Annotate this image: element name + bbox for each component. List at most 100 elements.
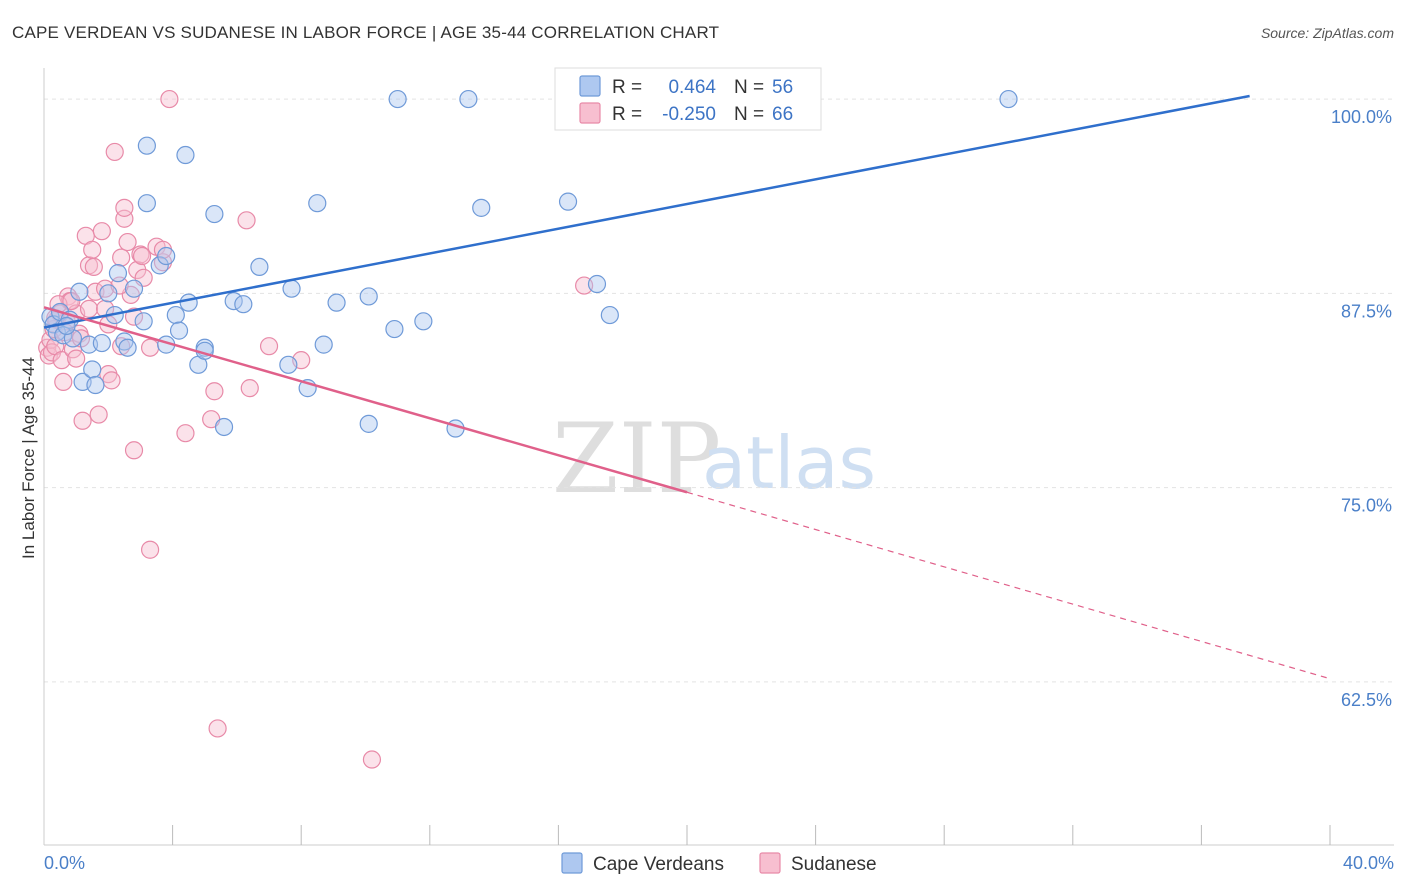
sudanese-point-34 <box>118 232 137 252</box>
sudanese-point-46 <box>160 89 179 109</box>
series-sudanese-points <box>38 89 594 769</box>
sudanese-point-62 <box>132 246 152 266</box>
cape-verdean-point-51 <box>558 192 578 211</box>
sudanese-point-52 <box>237 211 256 230</box>
series-legend: Cape Verdeans Sudanese <box>561 852 877 875</box>
y-axis-label: In Labor Force | Age 35-44 <box>19 357 38 559</box>
sudanese-point-31 <box>112 248 131 267</box>
sudanese-point-49 <box>205 382 224 401</box>
trend-line-sudanese <box>43 306 688 494</box>
cape-verdean-point-54 <box>999 89 1018 109</box>
bottom-legend-swatch-cape-verdeans <box>561 852 583 874</box>
cape-verdean-point-44 <box>359 287 378 306</box>
cape-verdean-point-11 <box>86 375 105 395</box>
cape-verdean-point-26 <box>169 321 189 340</box>
cape-verdean-point-36 <box>250 257 269 277</box>
sudanese-point-33 <box>115 198 134 217</box>
legend-r-value-cape-verdeans: 0.464 <box>668 77 716 98</box>
sudanese-point-9 <box>54 372 73 392</box>
sudanese-point-19 <box>79 299 99 318</box>
y-tick-label-3: 62.5% <box>1341 690 1392 710</box>
cape-verdean-point-41 <box>314 335 333 354</box>
cape-verdean-point-32 <box>205 204 224 224</box>
sudanese-point-50 <box>208 719 227 738</box>
cape-verdean-point-23 <box>157 246 176 266</box>
cape-verdean-point-22 <box>150 256 169 275</box>
x-tick-label-max: 40.0% <box>1343 853 1394 873</box>
sudanese-point-37 <box>124 441 144 460</box>
cape-verdean-point-19 <box>134 312 153 331</box>
sudanese-point-21 <box>83 240 102 259</box>
series-cape-verdeans-points <box>41 89 1018 438</box>
cape-verdean-point-15 <box>108 264 128 283</box>
sudanese-point-47 <box>176 424 195 443</box>
cape-verdean-point-53 <box>600 305 619 325</box>
bottom-legend-swatch-sudanese <box>759 852 781 874</box>
cape-verdean-point-35 <box>234 295 253 314</box>
cape-verdean-point-43 <box>359 414 378 433</box>
y-tick-label-1: 87.5% <box>1341 301 1392 321</box>
watermark-atlas: atlas <box>702 421 876 505</box>
cape-verdean-point-40 <box>308 194 327 213</box>
sudanese-point-8 <box>52 351 71 370</box>
bottom-legend-label-sudanese: Sudanese <box>791 854 877 875</box>
sudanese-point-23 <box>89 405 108 424</box>
cape-verdean-point-50 <box>472 198 491 217</box>
trend-lines <box>43 94 1331 680</box>
legend-r-label-cape-verdeans: R = <box>612 77 642 98</box>
chart-source: Source: ZipAtlas.com <box>1261 25 1394 41</box>
legend-n-value-cape-verdeans: 56 <box>772 77 793 98</box>
cape-verdean-point-13 <box>99 284 118 303</box>
sudanese-point-36 <box>124 307 144 326</box>
cape-verdean-point-28 <box>179 293 198 312</box>
cape-verdean-point-37 <box>279 355 298 374</box>
cape-verdean-point-10 <box>83 360 102 379</box>
watermark-zip: ZIP <box>552 403 721 515</box>
sudanese-point-51 <box>240 379 259 398</box>
cape-verdean-point-52 <box>587 274 607 294</box>
legend-swatch-cape-verdeans <box>579 75 601 97</box>
y-tick-label-0: 100.0% <box>1331 107 1392 127</box>
cape-verdean-point-38 <box>282 279 301 298</box>
x-tick-label-min: 0.0% <box>44 853 85 873</box>
sudanese-point-17 <box>73 411 92 430</box>
legend-r-label-sudanese: R = <box>612 104 642 125</box>
cape-verdean-point-49 <box>459 89 478 109</box>
cape-verdean-point-17 <box>118 338 137 357</box>
cape-verdean-point-47 <box>414 312 433 331</box>
legend-n-label-cape-verdeans: N = <box>734 77 764 98</box>
cape-verdean-point-21 <box>137 136 156 155</box>
watermark: ZIP atlas <box>552 403 876 515</box>
sudanese-point-55 <box>362 750 382 769</box>
cape-verdean-point-25 <box>166 305 185 325</box>
trend-line-sudanese-extrapolated <box>686 491 1331 680</box>
cape-verdean-point-18 <box>124 279 144 298</box>
sudanese-point-28 <box>102 371 121 390</box>
cape-verdean-point-42 <box>327 293 346 312</box>
sudanese-point-53 <box>259 337 279 356</box>
legend-swatch-sudanese <box>579 102 601 124</box>
cape-verdean-point-45 <box>385 319 404 339</box>
cape-verdean-point-20 <box>137 194 156 213</box>
stats-legend: R = 0.464 N = 56 R = -0.250 N = 66 <box>554 67 822 131</box>
sudanese-point-32 <box>115 209 134 228</box>
y-tick-label-2: 75.0% <box>1341 496 1392 516</box>
sudanese-point-42 <box>140 540 160 559</box>
cape-verdean-point-34 <box>224 292 243 311</box>
y-tick-labels: 100.0% 87.5% 75.0% 62.5% <box>1331 107 1392 710</box>
cape-verdean-point-46 <box>388 89 407 109</box>
cape-verdean-point-27 <box>176 145 195 165</box>
chart-title: CAPE VERDEAN VS SUDANESE IN LABOR FORCE … <box>12 23 719 42</box>
trend-line-cape-verdeans <box>43 94 1250 329</box>
legend-n-label-sudanese: N = <box>734 104 764 125</box>
bottom-legend-label-cape-verdeans: Cape Verdeans <box>593 854 724 875</box>
legend-n-value-sudanese: 66 <box>772 104 793 125</box>
sudanese-point-60 <box>95 299 115 318</box>
cape-verdean-point-7 <box>70 282 89 301</box>
x-axis-ticks <box>172 825 1331 845</box>
cape-verdean-point-33 <box>214 417 234 437</box>
cape-verdean-point-55 <box>57 316 76 336</box>
sudanese-point-64 <box>84 257 103 277</box>
sudanese-point-24 <box>92 222 111 241</box>
